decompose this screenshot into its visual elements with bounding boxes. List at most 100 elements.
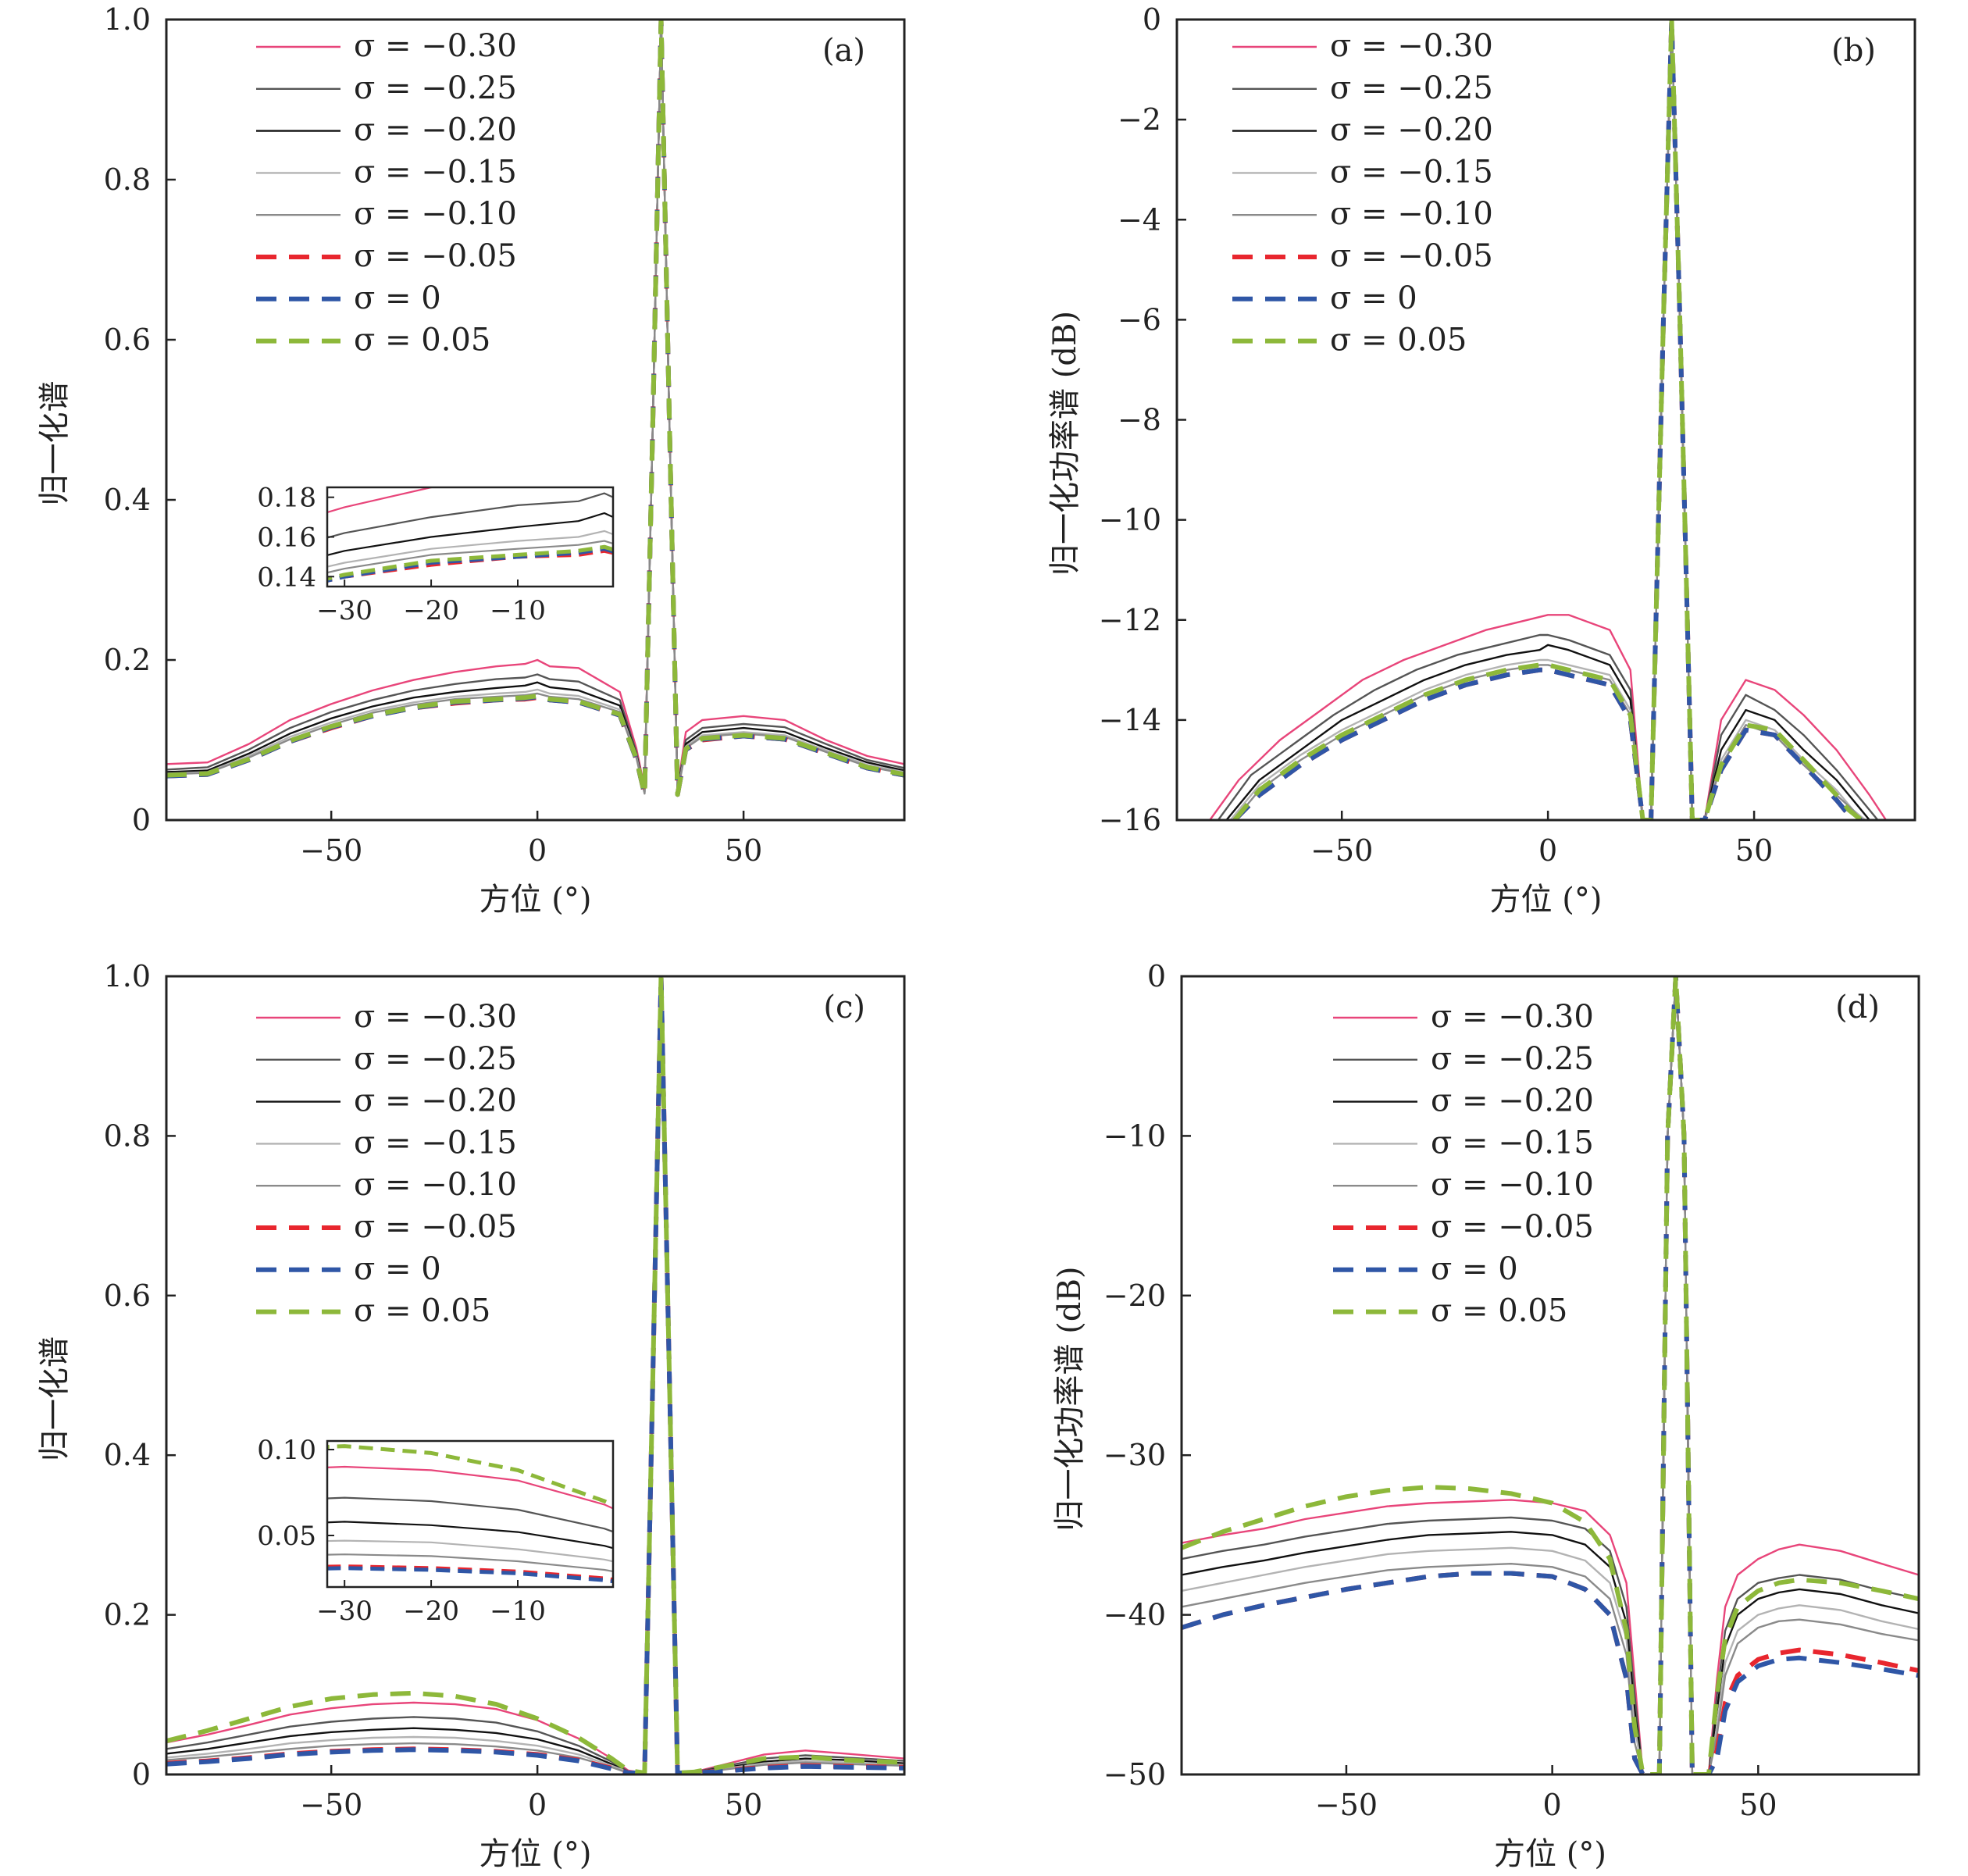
legend-entry-3: σ = −0.15	[1330, 154, 1493, 190]
series-line-1	[166, 20, 904, 791]
legend-entry-0: σ = −0.30	[1431, 999, 1594, 1035]
y-tick-label: 0.6	[104, 323, 151, 357]
inset-series-line-0	[327, 1465, 613, 1510]
inset-x-tick-label: −30	[316, 595, 373, 626]
y-tick-label: −16	[1099, 803, 1161, 837]
series-line-5	[166, 976, 904, 1774]
series-line-0	[1209, 20, 1888, 820]
inset-x-tick-label: −20	[403, 1596, 459, 1627]
series-line-0	[166, 20, 904, 790]
x-tick-label: 50	[725, 1788, 762, 1822]
legend-entry-1: σ = −0.25	[354, 1041, 517, 1077]
legend-entry-2: σ = −0.20	[354, 1083, 517, 1119]
plot-frame	[165, 975, 906, 1776]
legend-entry-3: σ = −0.15	[1431, 1125, 1594, 1161]
legend-entry-2: σ = −0.20	[1330, 112, 1493, 148]
series-line-3	[1229, 20, 1866, 820]
legend-entry-5: σ = −0.05	[354, 1209, 517, 1245]
y-tick-label: −14	[1099, 703, 1161, 737]
legend-entry-6: σ = 0	[1330, 280, 1417, 316]
legend-entry-4: σ = −0.10	[1431, 1167, 1594, 1203]
y-tick-label: 0.8	[104, 1118, 151, 1153]
legend-entry-4: σ = −0.10	[354, 1167, 517, 1203]
y-tick-label: 1.0	[104, 959, 151, 993]
panel-a: −50 0 50 0 0.2 0.4 0.6 0.8 1.0 方位 (°) 归一化谱 (a) σ = −…	[37, 2, 906, 918]
inset-series-line-3	[327, 530, 613, 568]
series-group	[1209, 20, 1888, 820]
legend: σ = −0.30 σ = −0.25 σ = −0.20 σ = −0.15 σ = …	[256, 28, 517, 358]
legend-entry-4: σ = −0.10	[354, 196, 517, 232]
series-line-2	[166, 20, 904, 794]
inset-x-tick-label: −20	[403, 595, 459, 626]
legend-entry-7: σ = 0.05	[354, 1293, 490, 1329]
y-tick-label: 0.2	[104, 643, 151, 677]
legend-entry-7: σ = 0.05	[1431, 1293, 1567, 1329]
y-tick-label: −6	[1118, 302, 1161, 337]
series-line-3	[166, 976, 904, 1774]
inset-y-tick-label: 0.14	[257, 562, 316, 593]
y-tick-label: −12	[1099, 603, 1161, 637]
y-tick-label: 0.6	[104, 1279, 151, 1313]
y-tick-label: 0	[132, 1757, 151, 1792]
series-line-0	[166, 976, 904, 1774]
legend: σ = −0.30 σ = −0.25 σ = −0.20 σ = −0.15 σ = …	[256, 999, 517, 1329]
x-tick-label: −50	[300, 1788, 362, 1822]
legend-entry-2: σ = −0.20	[354, 112, 517, 148]
panel-b: −50 0 50 0 −2 −4 −6 −8 −10 −12 −14 −16 方位 (°) 归一化功率谱 …	[1047, 2, 1916, 918]
y-tick-label: 0.2	[104, 1598, 151, 1632]
panel-label: (c)	[823, 990, 865, 1025]
series-line-1	[1217, 20, 1879, 820]
series-line-7	[1182, 976, 1919, 1774]
inset-series-line-4	[327, 540, 613, 574]
y-tick-label: −10	[1103, 1118, 1166, 1153]
series-line-1	[1182, 976, 1919, 1774]
inset-x-tick-label: −10	[490, 595, 546, 626]
legend-entry-5: σ = −0.05	[354, 238, 517, 274]
y-tick-label: 0.4	[104, 483, 151, 517]
legend-entry-1: σ = −0.25	[354, 70, 517, 106]
inset-series-line-3	[327, 1539, 613, 1563]
legend-entry-7: σ = 0.05	[354, 323, 490, 358]
x-tick-label: 0	[1543, 1788, 1562, 1822]
legend-entry-6: σ = 0	[354, 280, 441, 316]
plot-frame	[1175, 18, 1916, 822]
inset-series-line-1	[327, 1496, 613, 1533]
legend-entry-1: σ = −0.25	[1431, 1041, 1594, 1077]
inset-series-group	[327, 1444, 613, 1584]
panel-label: (b)	[1831, 33, 1876, 69]
panel-d: −50 0 50 0 −10 −20 −30 −40 −50 方位 (°) 归一化功率谱 (dB) (…	[1052, 959, 1920, 1872]
x-tick-label: 0	[528, 833, 547, 868]
series-line-5	[166, 20, 904, 797]
inset-series-line-0	[327, 487, 437, 514]
inset-y-tick-label: 0.10	[257, 1435, 316, 1466]
y-tick-label: 0	[1147, 959, 1166, 993]
x-tick-label: −50	[1310, 833, 1373, 868]
legend: σ = −0.30 σ = −0.25 σ = −0.20 σ = −0.15 σ = …	[1232, 28, 1493, 358]
y-axis-label: 归一化功率谱 (dB)	[1052, 1267, 1088, 1532]
y-tick-label: −2	[1118, 102, 1161, 137]
legend-entry-1: σ = −0.25	[1330, 70, 1493, 106]
series-line-1	[166, 976, 904, 1774]
inset-background	[327, 1441, 613, 1587]
legend-entry-0: σ = −0.30	[354, 999, 517, 1035]
legend: σ = −0.30 σ = −0.25 σ = −0.20 σ = −0.15 σ = …	[1333, 999, 1594, 1329]
x-tick-label: 0	[528, 1788, 547, 1822]
inset: −30 −20 −10 0.05 0.10	[257, 1435, 615, 1627]
legend-entry-2: σ = −0.20	[1431, 1083, 1594, 1119]
inset-series-line-5	[327, 548, 613, 583]
series-line-7	[166, 976, 904, 1774]
panel-label: (a)	[822, 33, 865, 69]
legend-entry-3: σ = −0.15	[354, 154, 517, 190]
series-line-6	[166, 976, 904, 1774]
y-tick-label: −30	[1103, 1438, 1166, 1472]
inset-series-line-4	[327, 1553, 613, 1573]
inset-series-line-6	[327, 1566, 613, 1584]
x-tick-label: −50	[1315, 1788, 1378, 1822]
x-tick-label: −50	[300, 833, 362, 868]
inset-x-tick-label: −10	[490, 1596, 546, 1627]
y-tick-label: −50	[1103, 1757, 1166, 1792]
y-axis-label: 归一化功率谱 (dB)	[1047, 311, 1083, 576]
series-group	[166, 20, 904, 797]
series-line-4	[1233, 20, 1863, 820]
